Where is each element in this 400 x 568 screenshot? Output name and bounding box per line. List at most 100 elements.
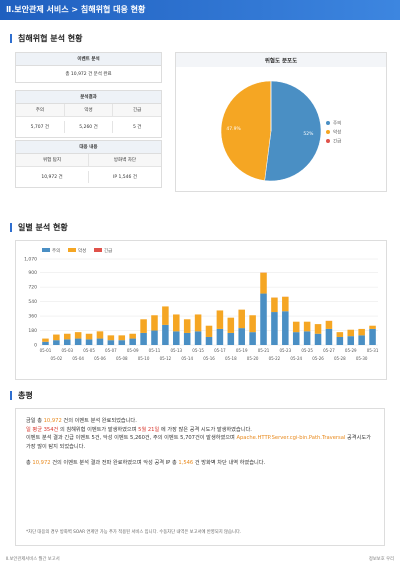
x-tick-label: 05-29 bbox=[345, 348, 357, 353]
bar-segment bbox=[325, 328, 333, 345]
bar-segment bbox=[96, 331, 104, 339]
bar-segment bbox=[238, 309, 245, 329]
bar-segment bbox=[42, 341, 49, 345]
header-title: Ⅱ.보안관제 서비스 > 침해위협 대응 현황 bbox=[0, 0, 400, 20]
bar-segment bbox=[183, 332, 191, 345]
x-tick-label: 05-22 bbox=[269, 356, 281, 361]
x-tick-label: 05-25 bbox=[301, 348, 313, 353]
summary-text: 건 방화벽 차단 내역 하였습니다. bbox=[193, 460, 266, 466]
bar-segment bbox=[249, 315, 256, 333]
summary-text: 의 침해위협 이벤트가 발생하였으며 bbox=[58, 426, 139, 433]
legend-swatch bbox=[94, 248, 102, 252]
x-tick-label: 05-17 bbox=[214, 348, 226, 353]
summary-text: 일 평균 354건 bbox=[26, 426, 59, 433]
bar-segment bbox=[162, 324, 169, 345]
summary-paragraph: 금일 총 10,972 건의 이벤트 분석 완료되었습니다. bbox=[26, 417, 374, 426]
summary-text: 공격시도가 가장 많이 탐지 되었습니다. bbox=[26, 435, 371, 450]
bar-segment bbox=[205, 336, 213, 345]
bar-segment bbox=[74, 338, 82, 345]
x-tick-label: 05-20 bbox=[247, 356, 259, 361]
summary-box: 금일 총 10,972 건의 이벤트 분석 완료되었습니다. 일 평균 354건 … bbox=[15, 408, 385, 546]
bar-segment bbox=[369, 325, 376, 329]
bar-segment bbox=[314, 333, 322, 345]
bar-segment bbox=[227, 317, 235, 333]
legend-swatch bbox=[42, 248, 50, 252]
slice-label: 47.9% bbox=[226, 126, 241, 132]
bar-segment bbox=[140, 319, 147, 333]
bar-segment bbox=[53, 334, 60, 341]
bar-segment bbox=[140, 332, 147, 345]
bar-segment bbox=[227, 332, 235, 345]
bar-segment bbox=[325, 320, 333, 329]
bar-segment bbox=[336, 336, 344, 345]
bar-segment bbox=[63, 333, 71, 340]
summary-text: 에 가장 많은 공격 시도가 발생하였습니다. bbox=[159, 426, 252, 433]
legend-swatch bbox=[326, 130, 330, 134]
pie-header bbox=[176, 53, 386, 67]
table-cell: 10,972 건 bbox=[16, 171, 89, 183]
summary-text: 총 bbox=[26, 460, 33, 466]
y-tick-label: 0 bbox=[34, 343, 37, 349]
summary-paragraph: 이벤트 분석 결과 긴급 이벤트 5건, 악성 이벤트 5,260건, 주의 이… bbox=[26, 434, 374, 451]
summary-text: 이벤트 분석 결과 긴급 이벤트 5건, 악성 이벤트 5,260건, 주의 이… bbox=[26, 435, 237, 441]
bar-segment bbox=[173, 331, 180, 345]
bar-segment bbox=[369, 328, 376, 345]
bar-segment bbox=[107, 340, 115, 345]
bar-segment bbox=[249, 332, 256, 345]
y-tick-label: 720 bbox=[28, 285, 37, 291]
bar-segment bbox=[216, 310, 224, 329]
legend-label: 긴급 bbox=[333, 138, 341, 145]
chart-title: 위협도 분포도 bbox=[265, 57, 297, 65]
bar-segment bbox=[96, 338, 104, 345]
bar-segment bbox=[129, 333, 136, 339]
bar-segment bbox=[162, 306, 169, 325]
x-tick-label: 05-30 bbox=[356, 356, 368, 361]
bar-segment bbox=[205, 325, 213, 337]
x-tick-label: 05-04 bbox=[72, 356, 84, 361]
x-tick-label: 05-27 bbox=[323, 348, 335, 353]
x-tick-label: 05-02 bbox=[51, 356, 63, 361]
bar-segment bbox=[42, 338, 49, 342]
table-header: 악성 bbox=[64, 104, 114, 117]
response-table: 대응 내용 위험 탐지 방화벽 차단 10,972 건 IP 1,546 건 bbox=[15, 140, 162, 188]
table-cell: IP 1,546 건 bbox=[113, 175, 137, 180]
bar-segment bbox=[271, 312, 278, 345]
table-cell: 5,707 건 bbox=[16, 121, 65, 133]
table-title: 이벤트 분석 bbox=[16, 53, 161, 66]
summary-text: 금일 총 bbox=[26, 418, 44, 424]
table-cell: 5 건 bbox=[132, 125, 142, 130]
legend-swatch bbox=[326, 139, 330, 143]
bar-segment bbox=[314, 324, 322, 334]
table-header: 긴급 bbox=[113, 104, 162, 117]
bar-segment bbox=[282, 311, 289, 345]
bar-segment bbox=[85, 333, 93, 340]
table-header: 주의 bbox=[16, 104, 65, 117]
legend-label: 악성 bbox=[78, 247, 86, 254]
x-tick-label: 05-16 bbox=[203, 356, 215, 361]
legend-swatch bbox=[326, 121, 330, 125]
summary-text: 10,972 bbox=[32, 460, 51, 466]
bar-segment bbox=[292, 332, 300, 345]
result-table: 분석결과 주의 악성 긴급 5,707 건 5,260 건 5 건 bbox=[15, 90, 162, 138]
footer-left: Ⅱ.보안관제서비스 월간 보고서 bbox=[6, 557, 60, 562]
bar-segment bbox=[358, 328, 365, 336]
bar-segment bbox=[347, 336, 355, 345]
x-tick-label: 05-18 bbox=[225, 356, 237, 361]
legend-label: 주의 bbox=[52, 247, 60, 254]
section-title: 침해위협 분석 현황 bbox=[10, 34, 82, 43]
bar-segment bbox=[118, 340, 126, 345]
bar-segment bbox=[63, 339, 71, 345]
summary-paragraph: 총 10,972 건의 이벤트 분석 결과 전파 완료하였으며 악성 공격 IP… bbox=[26, 459, 374, 468]
bar-segment bbox=[271, 297, 278, 313]
bar-chart: 주의 악성 긴급 0 180 360 540 720 900 1,070 05-01 05-02 05-… bbox=[15, 240, 387, 380]
bar-segment bbox=[173, 314, 180, 332]
bar-segment bbox=[151, 330, 158, 345]
x-tick-label: 05-09 bbox=[127, 348, 139, 353]
x-tick-label: 05-12 bbox=[160, 356, 172, 361]
bar-segment bbox=[74, 332, 82, 339]
y-tick-label: 180 bbox=[28, 328, 37, 334]
table-cell: 총 10,972 건 분석 완료 bbox=[65, 72, 112, 77]
bar-segment bbox=[260, 272, 267, 294]
